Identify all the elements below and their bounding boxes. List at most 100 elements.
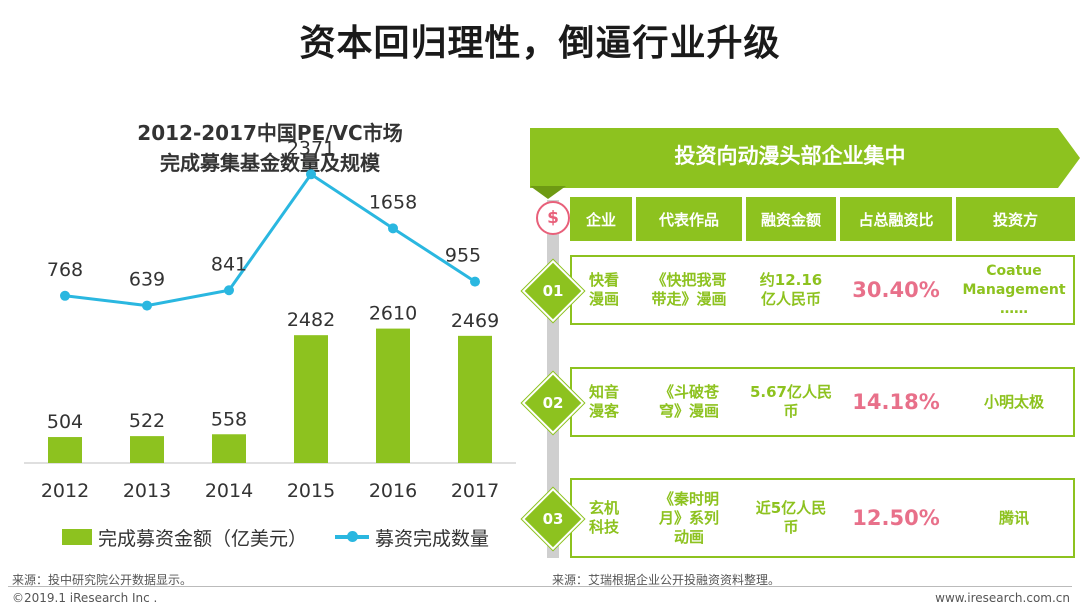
chart-legend: 完成募资金额（亿美元） 募资完成数量 — [62, 522, 489, 552]
row-number: 03 — [542, 510, 564, 528]
footer-website: www.iresearch.com.cn — [935, 591, 1070, 605]
line-point — [142, 300, 152, 311]
investor-line: 小明太极 — [983, 392, 1044, 411]
bar — [48, 437, 82, 463]
funding-amount: 约12.16 亿人民币 — [746, 255, 836, 325]
line-point — [388, 223, 398, 234]
legend-line-swatch — [335, 531, 370, 542]
bar — [376, 328, 410, 463]
series-line — [64, 172, 476, 308]
chart-title-line-1: 2012-2017中国PE/VC市场 — [137, 121, 403, 145]
work-line: 动画 — [673, 527, 704, 546]
table-row — [570, 255, 1075, 325]
x-tick-label: 2014 — [205, 480, 253, 502]
header-ratio: 占总融资比 — [840, 197, 952, 241]
line-point — [306, 169, 316, 180]
line-data-label: 955 — [445, 245, 481, 267]
work-title: 《秦时明 月》系列 动画 — [636, 478, 742, 558]
chart-title-line-2: 完成募集基金数量及规模 — [160, 151, 380, 175]
money-icon: $ — [536, 201, 570, 235]
company-line: 漫客 — [588, 402, 619, 420]
bar — [294, 335, 328, 463]
bar-data-label: 2482 — [287, 309, 335, 331]
row-number: 02 — [542, 394, 564, 412]
company-name: 知音 漫客 — [576, 367, 632, 437]
chart-title: 2012-2017中国PE/VC市场 完成募集基金数量及规模 — [100, 118, 440, 178]
line-point — [224, 285, 234, 296]
line-data-label: 768 — [47, 259, 83, 281]
funding-ratio: 12.50% — [852, 505, 940, 530]
funding-ratio: 14.18% — [852, 389, 940, 414]
footer-copyright: ©2019.1 iResearch Inc . — [12, 591, 158, 605]
bar-data-label: 2469 — [451, 310, 499, 332]
x-tick-label: 2015 — [287, 480, 335, 502]
work-line: 月》系列 — [658, 508, 719, 527]
company-line: 玄机 — [588, 499, 619, 517]
panel-banner — [530, 128, 1080, 188]
amount-line: 亿人民币 — [760, 290, 821, 308]
x-tick-label: 2017 — [451, 480, 499, 502]
company-line: 科技 — [588, 518, 619, 536]
work-line: 《斗破苍 — [658, 383, 719, 401]
investor-line: Coatue — [986, 262, 1042, 279]
bar-data-label: 558 — [211, 408, 247, 430]
amount-line: 币 — [783, 402, 799, 420]
work-line: 带走》漫画 — [651, 290, 727, 308]
company-line: 知音 — [588, 383, 619, 401]
work-line: 穹》漫画 — [658, 402, 719, 420]
banner-tail — [530, 186, 566, 199]
bar — [212, 434, 246, 463]
page-title: 资本回归理性，倒逼行业升级 — [299, 23, 781, 64]
company-line: 漫画 — [588, 290, 619, 308]
x-tick-label: 2016 — [369, 480, 417, 502]
header-work: 代表作品 — [636, 197, 742, 241]
line-point — [60, 290, 70, 301]
investor-line: …… — [1000, 300, 1028, 317]
funding-amount: 5.67亿人民币 — [746, 367, 836, 437]
line-data-label: 2371 — [287, 137, 335, 159]
line-data-label: 841 — [211, 253, 247, 275]
legend-bar-swatch — [62, 529, 92, 545]
investor-line: Management — [962, 281, 1066, 298]
combo-chart: 504 522 558 2482 2610 2469 768 639 841 2371 1658 95… — [24, 137, 516, 502]
legend-bar-label: 完成募资金额（亿美元） — [98, 527, 308, 550]
investor-line: 腾讯 — [998, 508, 1029, 527]
row-number: 01 — [542, 282, 564, 300]
source-note-right: 来源：艾瑞根据企业公开投融资资料整理。 — [552, 573, 781, 587]
company-name: 快看 漫画 — [576, 255, 632, 325]
line-data-label: 639 — [129, 269, 165, 291]
funding-amount: 近5亿人民币 — [746, 478, 836, 558]
investor: 小明太极 — [956, 367, 1072, 437]
footer-divider — [8, 586, 1072, 587]
work-line: 《秦时明 — [658, 489, 719, 508]
bar-data-label: 522 — [129, 410, 165, 432]
bar-data-label: 504 — [47, 411, 83, 433]
header-amount: 融资金额 — [746, 197, 836, 241]
company-name: 玄机 科技 — [576, 478, 632, 558]
bar — [458, 335, 492, 463]
line-point — [470, 276, 480, 287]
amount-line: 约12.16 — [759, 271, 823, 289]
source-note-left: 来源：投中研究院公开数据显示。 — [12, 573, 193, 587]
amount-line: 近5亿人民 — [755, 499, 827, 517]
line-data-label: 1658 — [369, 191, 417, 213]
bar-data-label: 2610 — [369, 303, 417, 325]
table-row — [570, 478, 1075, 558]
funding-ratio: 30.40% — [852, 277, 940, 302]
x-tick-label: 2013 — [123, 480, 171, 502]
header-company: 企业 — [570, 197, 632, 241]
work-title: 《快把我哥 带走》漫画 — [636, 255, 742, 325]
header-investor: 投资方 — [956, 197, 1075, 241]
legend-line-label: 募资完成数量 — [375, 527, 490, 550]
x-tick-label: 2012 — [41, 480, 89, 502]
amount-line: 币 — [783, 518, 799, 536]
investor: 腾讯 — [956, 478, 1072, 558]
investor: Coatue Management …… — [956, 255, 1072, 325]
work-title: 《斗破苍 穹》漫画 — [636, 367, 742, 437]
company-line: 快看 — [588, 271, 619, 289]
panel-title: 投资向动漫头部企业集中 — [674, 144, 906, 168]
bar — [130, 436, 164, 463]
legend-line-dot — [347, 531, 359, 542]
work-line: 《快把我哥 — [651, 271, 727, 289]
amount-line: 5.67亿人民 — [749, 383, 832, 401]
